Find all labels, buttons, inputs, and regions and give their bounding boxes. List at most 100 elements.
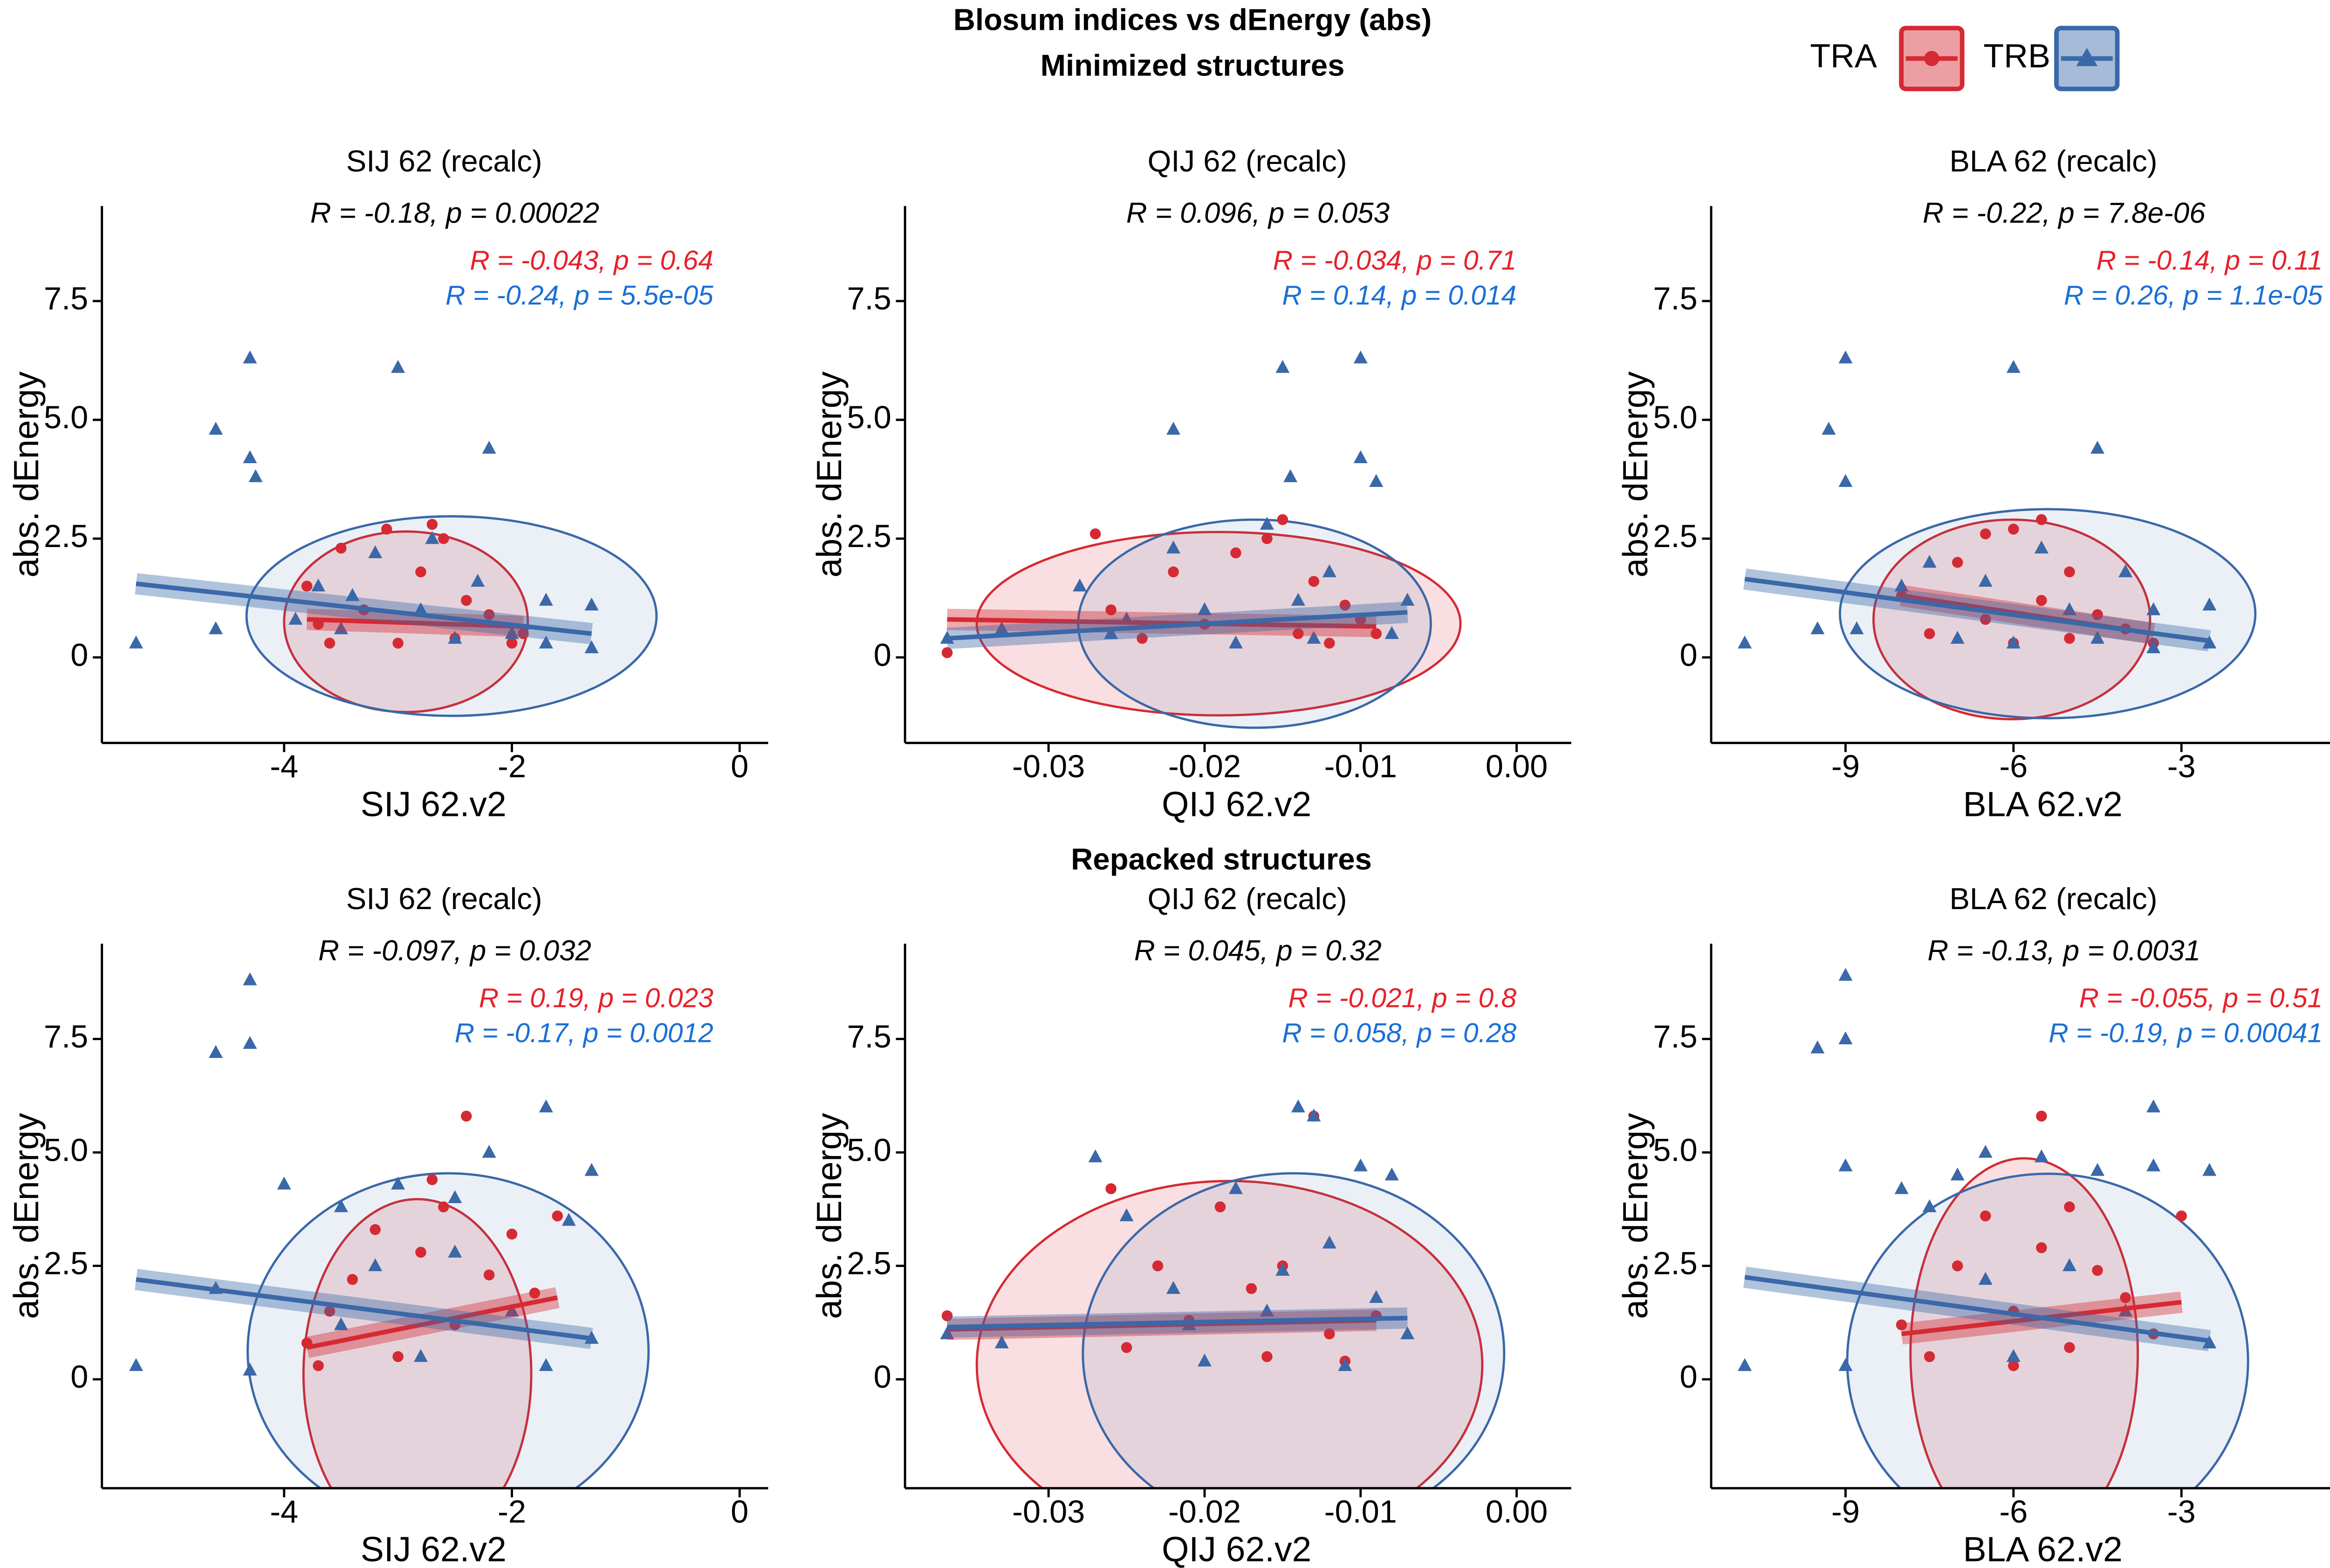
plot-area <box>1738 350 2257 720</box>
point <box>1952 557 1963 568</box>
point <box>1924 1351 1935 1363</box>
stat-label: R = 0.096, p = 0.053 <box>1126 197 1390 229</box>
point <box>415 1246 426 1258</box>
point <box>448 1245 462 1258</box>
point <box>1275 1263 1290 1276</box>
point <box>1810 621 1825 635</box>
point <box>2092 1265 2103 1276</box>
point <box>2202 1163 2217 1176</box>
y-axis-label: abs. dEnergy <box>7 371 46 578</box>
point <box>529 1287 541 1299</box>
y-axis-label: abs. dEnergy <box>809 1113 849 1319</box>
plot-area <box>940 350 1462 729</box>
point <box>1850 621 1864 635</box>
point <box>368 1258 383 1272</box>
point <box>506 1228 518 1240</box>
point <box>994 1335 1009 1349</box>
point <box>1261 1351 1273 1363</box>
point <box>1980 614 1991 625</box>
point <box>2176 1210 2187 1222</box>
point <box>482 440 496 454</box>
point <box>2006 635 2021 649</box>
point <box>2006 360 2021 373</box>
y-axis-label: abs. dEnergy <box>1616 371 1655 578</box>
point <box>2202 597 2217 611</box>
legend-label: TRA <box>1810 38 1877 75</box>
trend-line <box>306 1295 558 1350</box>
confidence-ellipse <box>1838 508 2257 719</box>
point <box>1283 469 1298 482</box>
plot-area <box>1738 968 2249 1488</box>
legend-key-marker <box>2076 48 2098 66</box>
point <box>1838 968 1853 981</box>
point <box>277 1177 291 1190</box>
point <box>2036 595 2047 606</box>
point <box>345 588 360 601</box>
point <box>2064 1201 2075 1212</box>
plot-area <box>940 1099 1506 1488</box>
point <box>483 609 495 620</box>
y-tick-label: 7.5 <box>44 1019 88 1054</box>
point <box>1228 635 1243 649</box>
point <box>1738 1358 1752 1371</box>
y-tick-label: 2.5 <box>1653 1246 1697 1281</box>
point <box>2090 440 2105 454</box>
point <box>2034 1149 2049 1163</box>
point <box>2118 564 2133 577</box>
trend-line <box>1744 1275 2210 1343</box>
point <box>1137 633 1148 644</box>
point <box>539 1099 553 1113</box>
x-axis-label: QIJ 62.v2 <box>1162 1530 1311 1568</box>
point <box>1090 528 1101 540</box>
point <box>562 1212 576 1226</box>
point <box>1277 514 1288 525</box>
point <box>941 647 953 658</box>
x-axis-label: SIJ 62.v2 <box>361 784 507 823</box>
point <box>1166 540 1180 554</box>
trend-line <box>947 610 1408 641</box>
point <box>994 621 1009 635</box>
point <box>2062 1258 2076 1272</box>
point <box>584 597 599 611</box>
point <box>438 1201 449 1212</box>
point <box>426 519 438 530</box>
x-tick-label: -4 <box>270 748 298 784</box>
point <box>483 1269 495 1280</box>
y-tick-label: 2.5 <box>44 518 88 554</box>
point <box>248 469 263 482</box>
point <box>1105 604 1117 616</box>
x-tick-label: -9 <box>1831 1493 1860 1529</box>
point <box>2146 1158 2161 1171</box>
point <box>391 360 405 373</box>
x-tick-label: -0.03 <box>1012 748 1085 784</box>
confidence-ellipse <box>1909 1157 2139 1488</box>
confidence-ellipse <box>1846 1172 2249 1488</box>
point <box>2202 1335 2217 1349</box>
x-tick-label: -2 <box>498 1493 526 1529</box>
point <box>1230 547 1241 559</box>
point <box>209 1045 223 1058</box>
point <box>941 1310 953 1322</box>
y-tick-label: 7.5 <box>1653 281 1697 316</box>
y-axis-label: abs. dEnergy <box>7 1113 46 1319</box>
point <box>1950 1167 1965 1181</box>
x-tick-label: -0.02 <box>1168 1493 1241 1529</box>
y-tick-label: 5.0 <box>44 399 88 435</box>
point <box>460 1110 472 1122</box>
x-tick-label: -2 <box>498 748 526 784</box>
y-tick-label: 2.5 <box>847 1246 891 1281</box>
series-stat: R = -0.021, p = 0.8 <box>1288 983 1516 1013</box>
point <box>336 542 347 554</box>
point <box>539 635 553 649</box>
point <box>1339 599 1351 611</box>
y-tick-label: 2.5 <box>1653 518 1697 554</box>
point <box>539 593 553 606</box>
point <box>1197 602 1212 616</box>
point <box>334 1317 348 1330</box>
point <box>1324 637 1335 649</box>
point <box>1978 574 1993 587</box>
series-stat: R = -0.19, p = 0.00041 <box>2049 1018 2323 1048</box>
point <box>1322 564 1336 577</box>
point <box>2036 1110 2047 1122</box>
